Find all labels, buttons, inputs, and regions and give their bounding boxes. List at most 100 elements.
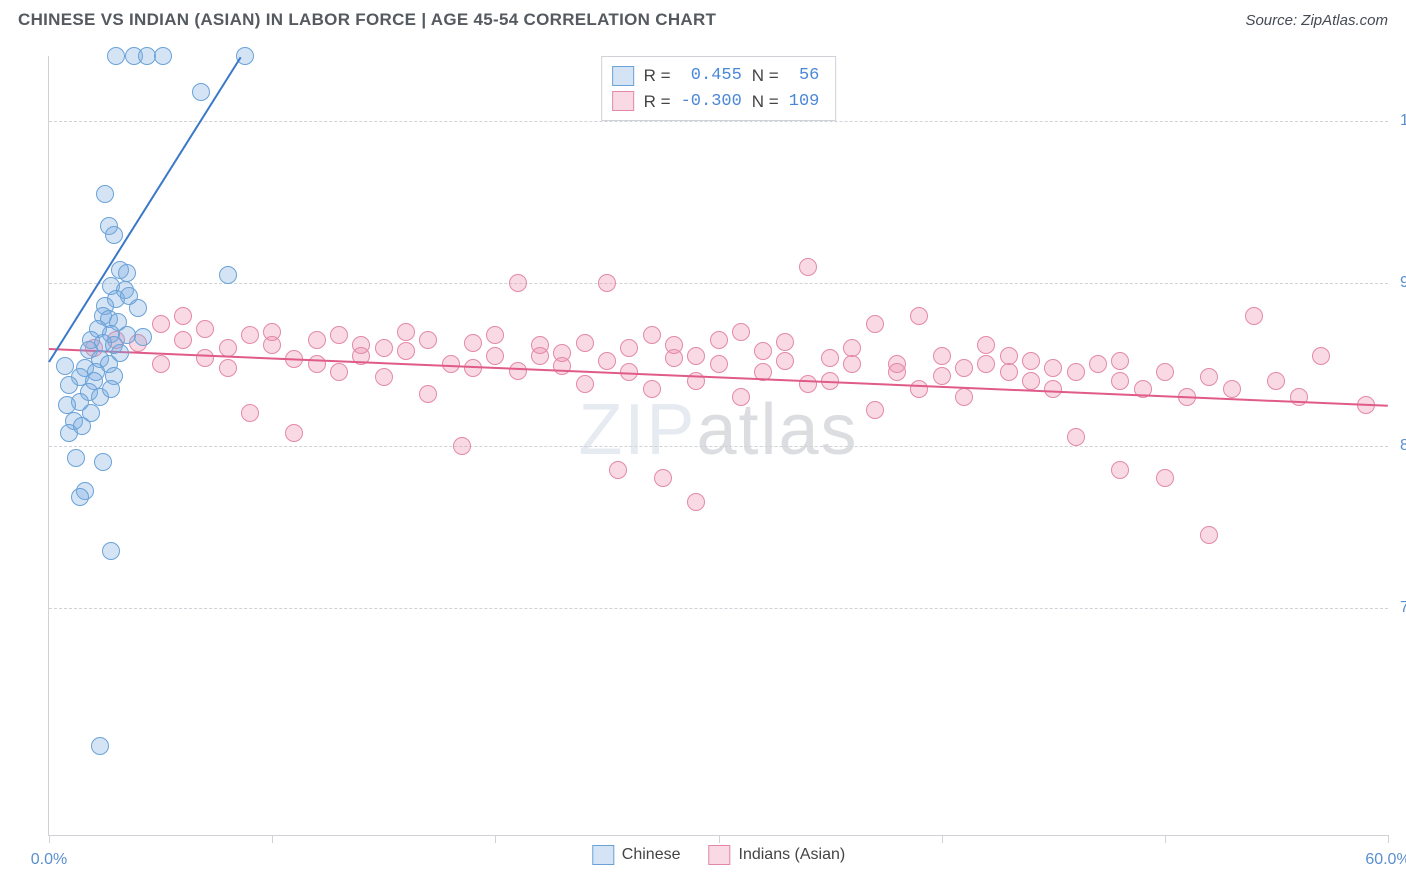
point-indian <box>643 326 661 344</box>
point-indian <box>654 469 672 487</box>
point-indian <box>620 339 638 357</box>
x-tick <box>719 835 720 843</box>
point-indian <box>643 380 661 398</box>
point-indian <box>285 424 303 442</box>
point-chinese <box>107 47 125 65</box>
watermark-atlas: atlas <box>696 390 858 470</box>
stats-row-indian: R = -0.300 N = 109 <box>612 89 820 115</box>
point-indian <box>609 461 627 479</box>
point-indian <box>486 326 504 344</box>
point-indian <box>1111 372 1129 390</box>
point-chinese <box>96 185 114 203</box>
point-indian <box>219 359 237 377</box>
y-tick-label: 70.0% <box>1392 599 1406 617</box>
watermark-zip: ZIP <box>578 390 696 470</box>
point-indian <box>174 307 192 325</box>
point-indian <box>509 274 527 292</box>
point-indian <box>732 388 750 406</box>
legend-label-indian: Indians (Asian) <box>738 846 845 864</box>
point-indian <box>1067 428 1085 446</box>
point-indian <box>687 347 705 365</box>
point-indian <box>955 388 973 406</box>
r-label: R = <box>644 89 671 115</box>
point-chinese <box>118 264 136 282</box>
point-indian <box>1156 363 1174 381</box>
point-chinese <box>56 357 74 375</box>
point-chinese <box>71 488 89 506</box>
y-tick-label: 100.0% <box>1392 112 1406 130</box>
point-chinese <box>105 226 123 244</box>
n-label: N = <box>752 89 779 115</box>
stats-legend-box: R = 0.455 N = 56 R = -0.300 N = 109 <box>601 56 837 121</box>
scatter-chart: ZIPatlas R = 0.455 N = 56 R = -0.300 N =… <box>48 56 1388 836</box>
point-chinese <box>102 542 120 560</box>
point-indian <box>486 347 504 365</box>
point-indian <box>843 339 861 357</box>
swatch-indian <box>708 845 730 865</box>
point-indian <box>152 355 170 373</box>
y-tick-label: 90.0% <box>1392 274 1406 292</box>
point-indian <box>821 349 839 367</box>
point-indian <box>174 331 192 349</box>
r-value-chinese: 0.455 <box>681 63 742 89</box>
point-indian <box>397 323 415 341</box>
x-tick <box>49 835 50 843</box>
point-indian <box>665 336 683 354</box>
point-indian <box>799 375 817 393</box>
gridline <box>49 446 1388 447</box>
point-chinese <box>129 299 147 317</box>
point-indian <box>776 352 794 370</box>
point-chinese <box>94 453 112 471</box>
point-indian <box>977 336 995 354</box>
point-indian <box>710 331 728 349</box>
point-indian <box>576 334 594 352</box>
point-indian <box>910 307 928 325</box>
gridline <box>49 608 1388 609</box>
point-indian <box>598 352 616 370</box>
n-value-indian: 109 <box>789 89 820 115</box>
x-tick-label: 60.0% <box>1365 851 1406 869</box>
point-indian <box>1044 380 1062 398</box>
point-indian <box>464 334 482 352</box>
point-indian <box>710 355 728 373</box>
point-indian <box>888 363 906 381</box>
point-indian <box>1200 368 1218 386</box>
point-chinese <box>154 47 172 65</box>
point-indian <box>933 367 951 385</box>
point-indian <box>754 342 772 360</box>
point-indian <box>330 326 348 344</box>
r-label: R = <box>644 63 671 89</box>
point-chinese <box>102 380 120 398</box>
swatch-chinese <box>592 845 614 865</box>
x-tick <box>942 835 943 843</box>
point-indian <box>196 320 214 338</box>
point-indian <box>509 362 527 380</box>
point-indian <box>866 401 884 419</box>
x-tick <box>1165 835 1166 843</box>
point-indian <box>263 323 281 341</box>
gridline <box>49 121 1388 122</box>
point-indian <box>1156 469 1174 487</box>
point-indian <box>687 493 705 511</box>
title-bar: CHINESE VS INDIAN (ASIAN) IN LABOR FORCE… <box>0 0 1406 36</box>
point-indian <box>330 363 348 381</box>
gridline <box>49 283 1388 284</box>
point-indian <box>553 344 571 362</box>
source-label: Source: ZipAtlas.com <box>1245 12 1388 29</box>
legend-label-chinese: Chinese <box>622 846 681 864</box>
point-indian <box>1223 380 1241 398</box>
point-indian <box>397 342 415 360</box>
point-indian <box>1312 347 1330 365</box>
point-chinese <box>192 83 210 101</box>
point-indian <box>308 355 326 373</box>
point-chinese <box>67 449 85 467</box>
point-indian <box>776 333 794 351</box>
point-chinese <box>60 424 78 442</box>
point-indian <box>1044 359 1062 377</box>
point-indian <box>1111 352 1129 370</box>
legend-item-chinese: Chinese <box>592 845 681 865</box>
point-indian <box>576 375 594 393</box>
point-chinese <box>219 266 237 284</box>
point-indian <box>1067 363 1085 381</box>
point-indian <box>1267 372 1285 390</box>
